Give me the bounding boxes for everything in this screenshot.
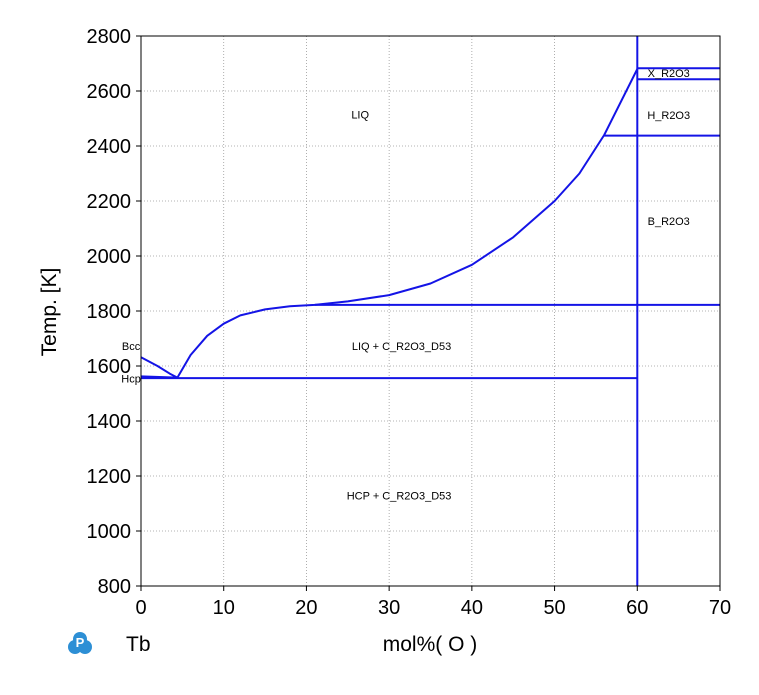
- region-label: HCP + C_R2O3_D53: [347, 490, 452, 502]
- region-label: LIQ: [351, 109, 369, 121]
- y-tick-label: 1400: [87, 411, 132, 433]
- region-label: B_R2O3: [648, 216, 690, 228]
- y-tick-label: 2000: [87, 246, 132, 268]
- region-label: X_R2O3: [648, 68, 690, 80]
- x-tick-label: 0: [135, 597, 146, 619]
- x-tick-label: 20: [295, 597, 317, 619]
- x-tick-label: 10: [213, 597, 235, 619]
- pandat-logo-icon: P: [68, 632, 92, 654]
- svg-text:P: P: [76, 635, 85, 650]
- y-axis-title: Temp. [K]: [38, 268, 61, 357]
- grid: [141, 36, 720, 586]
- y-tick-label: 2400: [87, 136, 132, 158]
- x-tick-label: 40: [461, 597, 483, 619]
- axis-ticks: 800 1000 1200 1400 1600 1800 2000 2200 2400 2600 2…: [87, 26, 732, 619]
- y-tick-label: 1800: [87, 301, 132, 323]
- x-tick-label: 70: [709, 597, 731, 619]
- y-tick-label: 1600: [87, 356, 132, 378]
- region-label: Hcp: [121, 373, 141, 385]
- y-tick-label: 800: [98, 576, 131, 598]
- x-tick-label: 50: [543, 597, 565, 619]
- boundary-liquidus-oxide: [176, 68, 639, 379]
- x-tick-label: 60: [626, 597, 648, 619]
- y-tick-label: 2200: [87, 191, 132, 213]
- element-label: Tb: [126, 633, 151, 656]
- region-label: Bcc: [122, 341, 141, 353]
- boundary-liquidus-metal: [140, 356, 178, 379]
- x-tick-label: 30: [378, 597, 400, 619]
- region-labels: LIQ X_R2O3 H_R2O3 B_R2O3 LIQ + C_R2O3_D53 Bcc…: [121, 68, 690, 502]
- x-axis-title: mol%( O ): [383, 633, 478, 656]
- y-tick-label: 2800: [87, 26, 132, 48]
- y-tick-label: 1000: [87, 521, 132, 543]
- y-tick-label: 2600: [87, 81, 132, 103]
- y-tick-label: 1200: [87, 466, 132, 488]
- phase-boundaries: [140, 36, 720, 586]
- region-label: LIQ + C_R2O3_D53: [352, 341, 451, 353]
- region-label: H_R2O3: [647, 110, 690, 122]
